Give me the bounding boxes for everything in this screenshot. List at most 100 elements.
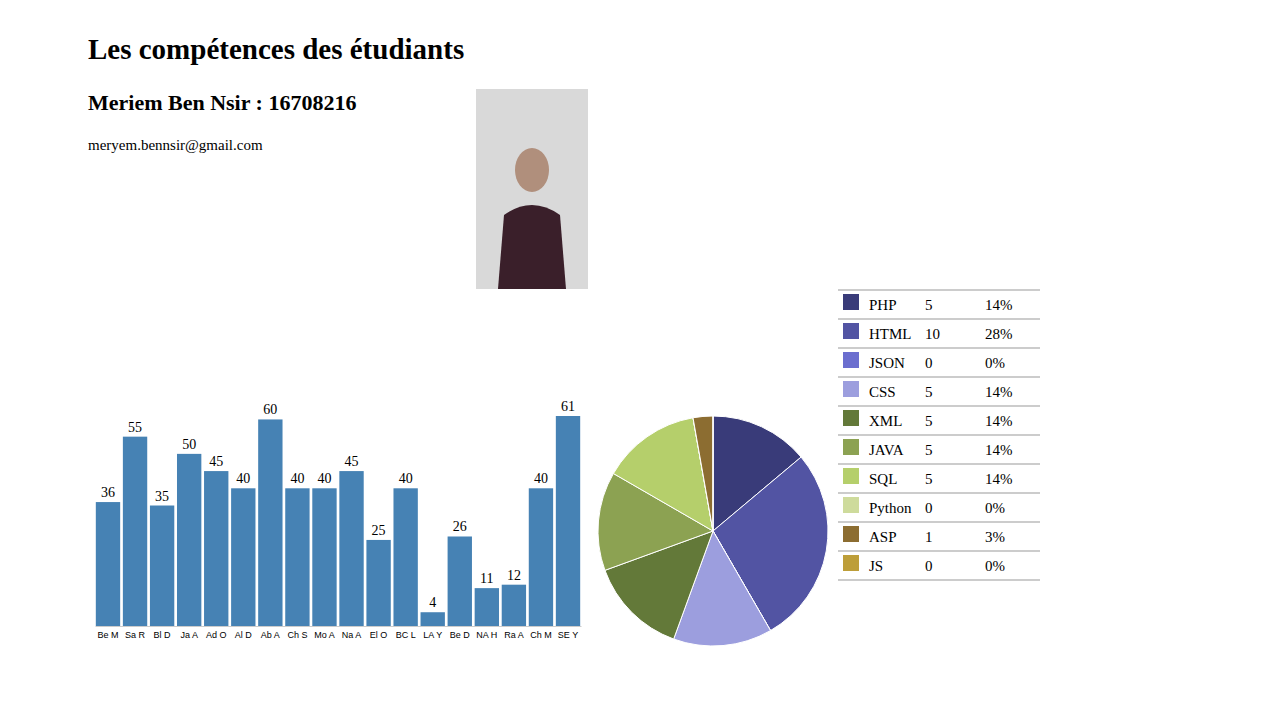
- legend-percent: 14%: [985, 442, 1013, 458]
- legend-count: 1: [925, 529, 933, 545]
- data-label: 40: [399, 471, 413, 486]
- legend-label: JAVA: [869, 442, 904, 458]
- legend-label: SQL: [869, 471, 897, 487]
- legend-count: 5: [925, 384, 933, 400]
- student-name: Meriem Ben Nsir : 16708216: [88, 90, 356, 115]
- pie-slice: [693, 416, 713, 531]
- bar-labels: 36553550454060404045254042611124061: [101, 399, 575, 610]
- photo-head: [515, 148, 549, 192]
- tick: NA H: [476, 626, 497, 640]
- tick: SE Y: [558, 626, 578, 640]
- tick-label: Ch S: [287, 630, 307, 640]
- legend-row: ASP13%: [838, 526, 1040, 551]
- legend-row: JS00%: [838, 555, 1040, 580]
- bar: [312, 488, 336, 626]
- axis-line: [96, 626, 582, 627]
- legend-label: CSS: [869, 384, 896, 400]
- x-axis: Be MSa RBl DJa AAd OAl DAb ACh SMo ANa A…: [96, 626, 582, 640]
- bar: [96, 502, 120, 626]
- legend-count: 5: [925, 442, 933, 458]
- tick-label: Ab A: [261, 630, 280, 640]
- legend-percent: 14%: [985, 297, 1013, 313]
- tick-label: Ja A: [180, 630, 198, 640]
- legend-swatch: [843, 381, 859, 397]
- data-label: 55: [128, 420, 142, 435]
- tick-label: Sa R: [125, 630, 146, 640]
- legend-count: 5: [925, 471, 933, 487]
- tick-label: SE Y: [558, 630, 578, 640]
- tick: Ad O: [206, 626, 227, 640]
- tick: Sa R: [125, 626, 146, 640]
- bar: [393, 488, 417, 626]
- data-label: 25: [372, 523, 386, 538]
- tick: Mo A: [314, 626, 335, 640]
- legend-rule: [838, 435, 1040, 436]
- photo-background: [476, 89, 588, 289]
- page-title: Les compétences des étudiants: [88, 33, 464, 65]
- data-label: 45: [209, 454, 223, 469]
- tick: Be D: [450, 626, 471, 640]
- legend-rule: [838, 406, 1040, 407]
- legend-row: Python00%: [838, 497, 1040, 522]
- legend-swatch: [843, 323, 859, 339]
- bar: [231, 488, 255, 626]
- data-label: 40: [290, 471, 304, 486]
- photo-body: [498, 205, 566, 289]
- legend-swatch: [843, 555, 859, 571]
- legend-swatch: [843, 497, 859, 513]
- legend-label: HTML: [869, 326, 912, 342]
- legend-row: JSON00%: [838, 352, 1040, 377]
- tick-label: El O: [370, 630, 388, 640]
- legend-rule: [838, 290, 1040, 291]
- tick-label: Be M: [97, 630, 118, 640]
- legend-percent: 0%: [985, 558, 1005, 574]
- bar: [556, 416, 580, 626]
- legend-swatch: [843, 294, 859, 310]
- bar: [475, 588, 499, 626]
- bar: [204, 471, 228, 626]
- data-label: 50: [182, 437, 196, 452]
- tick-label: Be D: [450, 630, 471, 640]
- legend-count: 10: [925, 326, 940, 342]
- legend-swatch: [843, 526, 859, 542]
- legend-label: JSON: [869, 355, 905, 371]
- legend-label: PHP: [869, 297, 897, 313]
- legend-rule: [838, 580, 1040, 581]
- legend-rule: [838, 348, 1040, 349]
- tick-label: Bl D: [154, 630, 172, 640]
- legend-label: ASP: [869, 529, 897, 545]
- legend-count: 0: [925, 500, 933, 516]
- legend-rule: [838, 493, 1040, 494]
- tick: Ra A: [504, 626, 524, 640]
- legend-swatch: [843, 352, 859, 368]
- pie-slice: [713, 416, 714, 531]
- bar: [529, 488, 553, 626]
- tick: BC L: [396, 626, 416, 640]
- tick-label: NA H: [476, 630, 497, 640]
- bar: [448, 536, 472, 626]
- legend-rule: [838, 464, 1040, 465]
- legend-label: XML: [869, 413, 902, 429]
- bar-plot: [96, 416, 580, 626]
- tick: Ch M: [530, 626, 552, 640]
- tick: El O: [370, 626, 388, 640]
- bar: [150, 506, 174, 626]
- legend: PHP514%HTML1028%JSON00%CSS514%XML514%JAV…: [838, 290, 1040, 580]
- bar: [285, 488, 309, 626]
- legend-row: CSS514%: [838, 381, 1040, 406]
- legend-swatch: [843, 468, 859, 484]
- legend-label: JS: [869, 558, 883, 574]
- page: Les compétences des étudiants Meriem Ben …: [0, 0, 1271, 712]
- legend-row: XML514%: [838, 410, 1040, 435]
- legend-label: Python: [869, 500, 912, 516]
- legend-rule: [838, 551, 1040, 552]
- pie: [598, 416, 828, 646]
- data-label: 4: [429, 595, 436, 610]
- student-email: meryem.bennsir@gmail.com: [88, 137, 263, 153]
- data-label: 61: [561, 399, 575, 414]
- tick: LA Y: [423, 626, 442, 640]
- data-label: 36: [101, 485, 115, 500]
- legend-rule: [838, 522, 1040, 523]
- legend-percent: 14%: [985, 471, 1013, 487]
- tick: Bl D: [154, 626, 172, 640]
